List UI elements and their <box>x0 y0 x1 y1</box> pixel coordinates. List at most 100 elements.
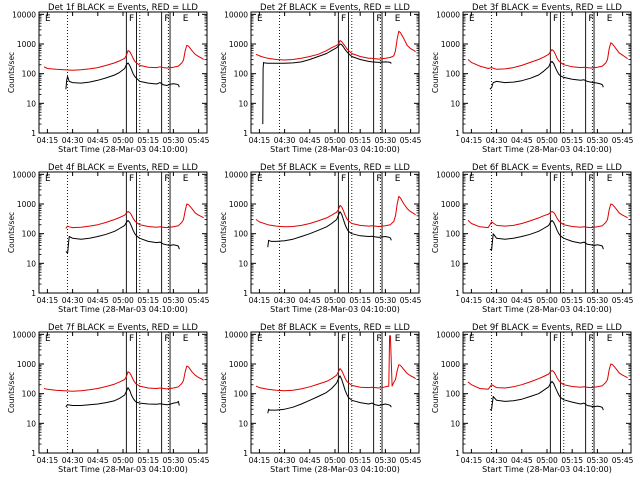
plot-frame <box>38 11 208 134</box>
marker-letter: E <box>257 174 263 184</box>
marker-letter: E <box>45 14 51 24</box>
y-tick-label: 10 <box>238 99 248 108</box>
x-tick-label: 04:15 <box>461 136 483 145</box>
y-tick-label: 100 <box>234 390 249 399</box>
x-tick-label: 05:15 <box>137 456 159 465</box>
lld-series-line <box>255 195 416 228</box>
x-tick-label: 04:30 <box>486 456 508 465</box>
x-tick-label: 05:00 <box>112 296 134 305</box>
marker-letter: E <box>395 174 401 184</box>
y-tick-label: 10000 <box>224 170 248 179</box>
x-tick-label: 04:45 <box>511 136 533 145</box>
marker-letter: E <box>257 334 263 344</box>
y-tick-label: 10000 <box>12 10 36 19</box>
marker-letter: F <box>553 334 558 344</box>
y-tick-label: 100 <box>22 70 37 79</box>
plot-frame <box>462 331 632 454</box>
chart-panel-7: Det 7f BLACK = Events, RED = LLD 1 10 100 10… <box>7 323 210 474</box>
plot-frame <box>250 11 420 134</box>
chart-title: Det 9f BLACK = Events, RED = LLD <box>472 323 622 333</box>
y-tick-label: 10000 <box>12 330 36 339</box>
y-tick-label: 1 <box>243 129 248 138</box>
x-tick-label: 05:00 <box>112 456 134 465</box>
y-tick-label: 10 <box>450 419 460 428</box>
x-tick-label: 05:30 <box>375 456 397 465</box>
x-tick-label: 04:30 <box>62 296 84 305</box>
y-tick-label: 1000 <box>229 200 248 209</box>
y-tick-label: 1000 <box>441 40 460 49</box>
y-tick-label: 100 <box>234 230 249 239</box>
y-tick-label: 1000 <box>441 200 460 209</box>
marker-letter: F <box>588 334 593 344</box>
x-tick-label: 05:15 <box>561 456 583 465</box>
y-axis-label: Counts/sec <box>219 52 228 93</box>
y-tick-label: 1000 <box>17 40 36 49</box>
chart-panel-1: Det 1f BLACK = Events, RED = LLD 1 10 100 10… <box>7 3 210 154</box>
events-series-line <box>489 60 604 90</box>
events-series-line <box>489 219 604 251</box>
marker-letter: F <box>129 334 134 344</box>
x-tick-label: 05:45 <box>612 136 634 145</box>
x-axis-label: Start Time (28-Mar-03 04:10:00) <box>482 465 612 474</box>
x-tick-label: 04:30 <box>486 296 508 305</box>
events-series-line <box>65 62 180 90</box>
y-tick-label: 10 <box>238 419 248 428</box>
y-axis-label: Counts/sec <box>431 52 440 93</box>
x-tick-label: 04:15 <box>37 296 59 305</box>
y-tick-label: 1 <box>455 449 460 458</box>
marker-letter: F <box>553 14 558 24</box>
lld-series-line <box>467 203 628 229</box>
chart-title: Det 1f BLACK = Events, RED = LLD <box>48 3 198 13</box>
chart-title: Det 5f BLACK = Events, RED = LLD <box>260 163 410 173</box>
x-tick-label: 05:30 <box>163 296 185 305</box>
marker-letter: F <box>341 334 346 344</box>
marker-letter: E <box>469 174 475 184</box>
chart-panel-8: Det 8f BLACK = Events, RED = LLD 1 10 100 10… <box>219 323 422 474</box>
x-tick-label: 04:45 <box>87 136 109 145</box>
y-tick-label: 100 <box>234 70 249 79</box>
y-tick-label: 10 <box>450 99 460 108</box>
marker-letter: E <box>469 334 475 344</box>
marker-letter: E <box>257 14 263 24</box>
x-tick-label: 05:45 <box>188 296 210 305</box>
marker-letter: F <box>164 334 169 344</box>
x-tick-label: 04:15 <box>249 296 271 305</box>
x-tick-label: 04:45 <box>87 456 109 465</box>
marker-letter: F <box>129 14 134 24</box>
x-tick-label: 05:00 <box>536 296 558 305</box>
y-tick-label: 10000 <box>224 330 248 339</box>
x-axis-label: Start Time (28-Mar-03 04:10:00) <box>58 305 188 314</box>
chart-panel-6: Det 6f BLACK = Events, RED = LLD 1 10 100 10… <box>431 163 634 314</box>
x-tick-label: 05:45 <box>400 456 422 465</box>
x-tick-label: 04:30 <box>274 456 296 465</box>
x-axis-label: Start Time (28-Mar-03 04:10:00) <box>482 305 612 314</box>
lld-series-line <box>43 365 204 392</box>
x-tick-label: 05:45 <box>188 136 210 145</box>
marker-letter: F <box>164 174 169 184</box>
y-tick-label: 10000 <box>436 10 460 19</box>
y-tick-label: 10 <box>26 419 36 428</box>
y-tick-label: 10 <box>26 99 36 108</box>
x-tick-label: 05:00 <box>536 456 558 465</box>
x-tick-label: 05:45 <box>612 456 634 465</box>
x-tick-label: 05:30 <box>375 136 397 145</box>
x-tick-label: 05:30 <box>163 456 185 465</box>
x-axis-label: Start Time (28-Mar-03 04:10:00) <box>58 465 188 474</box>
marker-letter: F <box>588 174 593 184</box>
y-tick-label: 10000 <box>436 170 460 179</box>
x-tick-label: 05:15 <box>137 136 159 145</box>
y-tick-label: 10000 <box>224 10 248 19</box>
plot-frame <box>250 171 420 294</box>
x-axis-label: Start Time (28-Mar-03 04:10:00) <box>270 305 400 314</box>
marker-letter: F <box>553 174 558 184</box>
x-tick-label: 05:15 <box>349 136 371 145</box>
y-axis-label: Counts/sec <box>219 212 228 253</box>
lld-series-line <box>255 30 416 61</box>
events-series-line <box>267 375 392 414</box>
y-tick-label: 1000 <box>229 40 248 49</box>
marker-letter: E <box>45 174 51 184</box>
y-tick-label: 100 <box>22 390 37 399</box>
y-tick-label: 1 <box>455 289 460 298</box>
marker-letter: E <box>469 14 475 24</box>
